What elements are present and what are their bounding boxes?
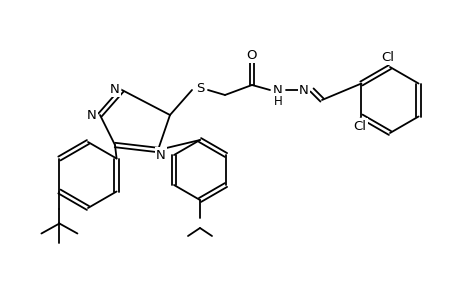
Text: N: N	[156, 148, 166, 161]
Text: N: N	[87, 109, 97, 122]
Text: Cl: Cl	[352, 120, 365, 133]
Text: N: N	[273, 83, 282, 97]
Text: O: O	[246, 49, 257, 62]
Text: Cl: Cl	[381, 50, 394, 64]
Text: H: H	[273, 94, 282, 107]
Text: S: S	[196, 82, 204, 94]
Text: N: N	[110, 82, 120, 95]
Text: N: N	[298, 83, 308, 97]
